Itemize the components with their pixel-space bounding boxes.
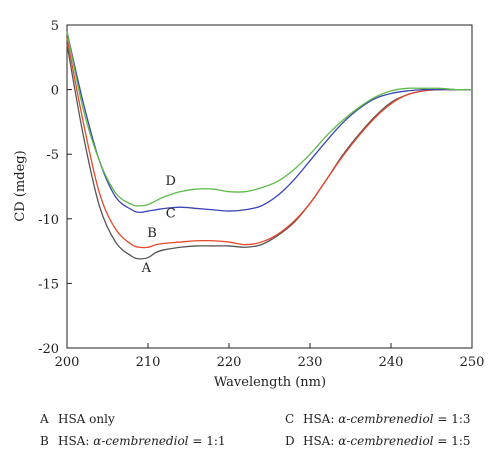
y-tick-label: -15: [38, 277, 59, 292]
y-axis-title: CD (mdeg): [13, 150, 28, 221]
x-tick-label: 220: [217, 355, 242, 370]
legend-italic-text: α-cembrenediol: [338, 434, 434, 448]
x-tick-label: 210: [136, 355, 161, 370]
series-line-b: [66, 37, 472, 249]
legend-code: C: [285, 412, 295, 426]
legend-text: HSA:: [303, 434, 339, 448]
legend-code: A: [40, 412, 49, 426]
x-tick-label: 240: [379, 355, 404, 370]
x-tick-label: 230: [298, 355, 323, 370]
curve-label-d: D: [165, 174, 175, 189]
legend-code: D: [285, 434, 295, 448]
y-tick-label: 0: [51, 84, 59, 99]
x-axis-title: Wavelength (nm): [214, 375, 326, 390]
plot-area-frame: [66, 24, 473, 349]
curve-label-b: B: [147, 226, 157, 241]
x-tick-label: 200: [55, 355, 80, 370]
y-tick-label: -5: [46, 148, 59, 163]
y-tick-label: 5: [51, 19, 59, 34]
curve-label-layer: A BC D: [141, 174, 176, 276]
legend: A HSA only B HSA: α-cembrenediol = 1:1 C HS…: [40, 412, 490, 460]
y-tick-label: -20: [38, 342, 59, 357]
y-tick-label: -10: [38, 213, 59, 228]
legend-item-c: C HSA: α-cembrenediol = 1:3: [285, 412, 471, 426]
legend-item-d: D HSA: α-cembrenediol = 1:5: [285, 434, 471, 448]
legend-text: HSA:: [58, 434, 94, 448]
tick-layer: 200 210 220 230 240 250 5 0 -5 -10 -15 -20: [38, 19, 484, 370]
legend-suffix: = 1:3: [433, 412, 471, 426]
legend-suffix: = 1:1: [188, 434, 226, 448]
legend-text: HSA:: [303, 412, 339, 426]
series-line-d: [66, 31, 473, 207]
legend-item-b: B HSA: α-cembrenediol = 1:1: [40, 434, 226, 448]
series-line-a: [66, 44, 472, 260]
legend-text: HSA only: [58, 412, 115, 426]
cd-spectrum-chart: 200 210 220 230 240 250 5 0 -5 -10 -15 -20 A BC D Wav…: [13, 19, 484, 390]
legend-italic-text: α-cembrenediol: [338, 412, 434, 426]
curve-label-c: C: [166, 207, 176, 222]
legend-item-a: A HSA only: [40, 412, 115, 426]
series-line-c: [66, 31, 472, 214]
series-layer: [66, 31, 473, 260]
curve-label-a: A: [141, 261, 152, 276]
legend-italic-text: α-cembrenediol: [93, 434, 189, 448]
legend-suffix: = 1:5: [433, 434, 471, 448]
x-tick-label: 250: [460, 355, 485, 370]
legend-code: B: [40, 434, 49, 448]
